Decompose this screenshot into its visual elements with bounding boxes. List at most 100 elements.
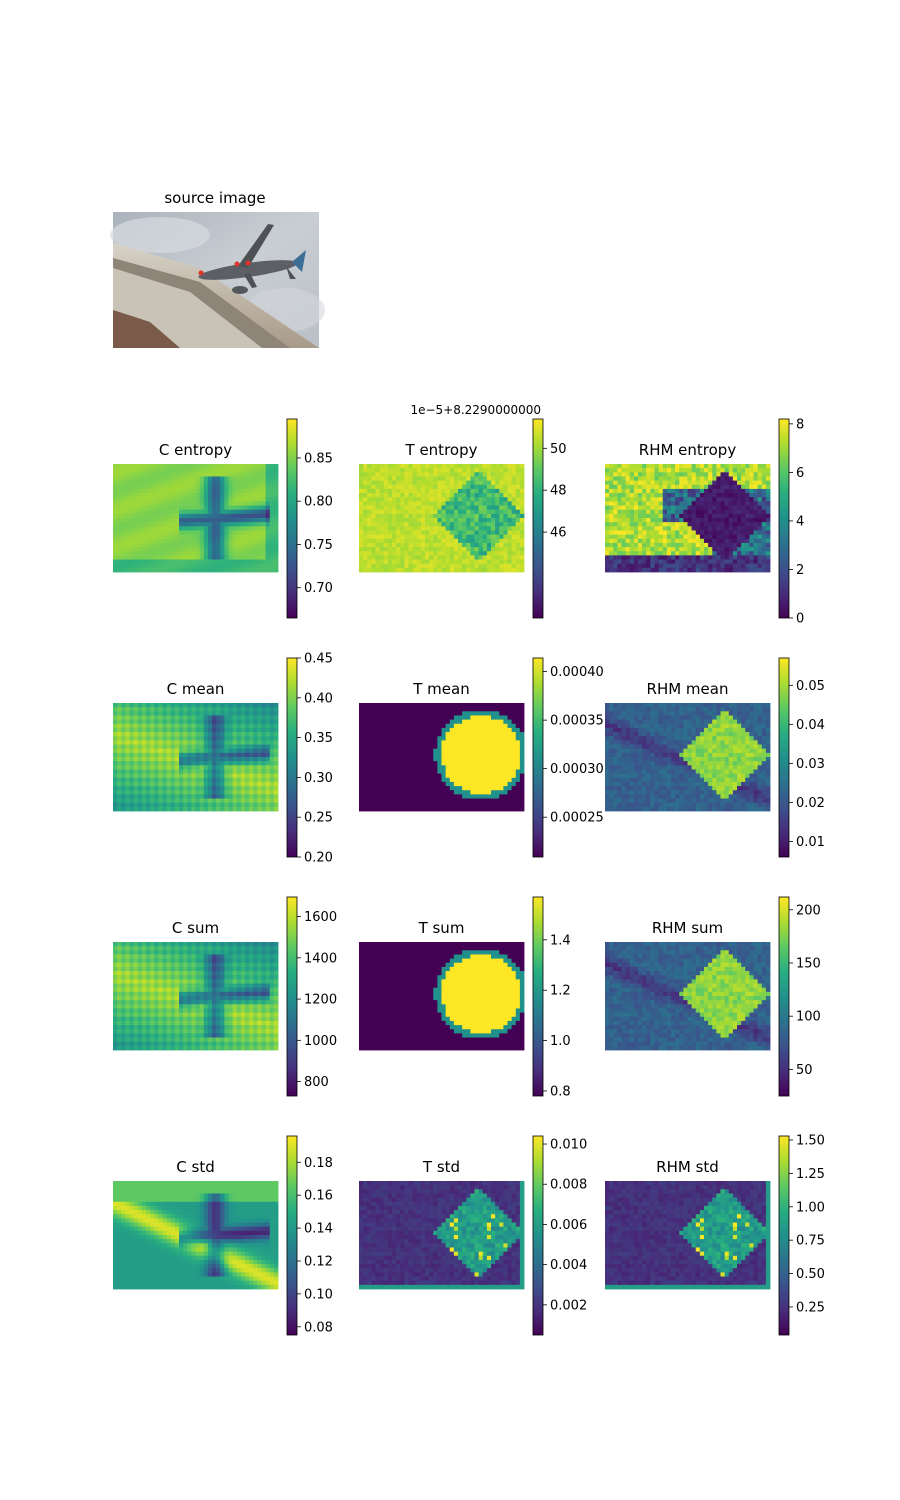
heatmap-cell <box>400 559 405 565</box>
heatmap-cell <box>174 567 180 573</box>
heatmap-cell <box>133 505 139 511</box>
heatmap-cell <box>203 723 209 729</box>
heatmap-cell <box>704 493 709 498</box>
heatmap-cell <box>683 534 688 540</box>
heatmap-cell <box>224 468 229 473</box>
heatmap-cell <box>199 711 205 716</box>
heatmap-cell <box>609 472 614 477</box>
heatmap-cell <box>728 538 734 544</box>
heatmap-cell <box>633 547 639 552</box>
heatmap-cell <box>253 547 258 552</box>
heatmap-cell <box>363 513 368 519</box>
heatmap-cell <box>265 505 271 511</box>
heatmap-cell <box>511 732 517 737</box>
heatmap-cell <box>141 488 147 494</box>
heatmap-cell <box>207 530 213 536</box>
heatmap-cell <box>170 464 176 469</box>
heatmap-cell <box>745 480 750 486</box>
heatmap-cell <box>613 518 618 523</box>
heatmap-cell <box>158 464 163 469</box>
heatmap-cell <box>515 505 521 511</box>
heatmap-cell <box>257 719 262 725</box>
heatmap-cell <box>503 732 508 737</box>
heatmap-cell <box>146 703 151 708</box>
heatmap-cell <box>158 526 163 531</box>
heatmap-cell <box>240 798 246 804</box>
heatmap-cell <box>695 501 701 506</box>
heatmap-cell <box>625 518 631 523</box>
heatmap-cell <box>379 547 385 552</box>
heatmap-cell <box>129 727 135 733</box>
heatmap-cell <box>166 530 172 536</box>
heatmap-cell <box>515 727 521 733</box>
heatmap-cell <box>191 505 196 511</box>
heatmap-cell <box>470 542 475 548</box>
heatmap-cell <box>245 773 250 779</box>
heatmap-cell <box>720 538 726 544</box>
heatmap-cell <box>470 740 475 745</box>
heatmap-cell <box>216 715 221 721</box>
heatmap-cell <box>174 777 180 783</box>
heatmap-cell <box>728 567 734 573</box>
heatmap-cell <box>133 707 139 712</box>
heatmap-cell <box>212 794 217 799</box>
heatmap-cell <box>174 501 180 506</box>
heatmap-cell <box>515 538 521 544</box>
heatmap-cell <box>207 732 213 737</box>
heatmap-cell <box>638 493 643 498</box>
heatmap-cell <box>404 526 409 531</box>
heatmap-cell <box>683 547 688 552</box>
heatmap-cell <box>191 534 196 540</box>
heatmap-cell <box>712 497 717 502</box>
heatmap-cell <box>232 736 238 741</box>
heatmap-cell <box>425 468 430 473</box>
heatmap-cell <box>133 513 139 519</box>
heatmap-cell <box>363 715 368 721</box>
heatmap-cell <box>400 501 405 506</box>
heatmap-cell <box>495 551 500 556</box>
heatmap-cell <box>392 555 397 560</box>
heatmap-cell <box>375 509 381 515</box>
heatmap-cell <box>129 723 135 729</box>
heatmap-cell <box>478 488 484 494</box>
heatmap-cell <box>732 522 738 527</box>
heatmap-cell <box>691 484 697 490</box>
heatmap-cell <box>183 563 188 569</box>
heatmap-cell <box>495 703 500 708</box>
heatmap-cell <box>679 530 684 536</box>
heatmap-cell <box>503 509 508 515</box>
heatmap-cell <box>458 769 463 775</box>
heatmap-cell <box>158 711 163 716</box>
heatmap-cell <box>474 559 480 565</box>
heatmap-cell <box>228 518 234 523</box>
heatmap-cell <box>638 518 643 523</box>
heatmap-cell <box>129 711 135 716</box>
heatmap-cell <box>478 509 484 515</box>
heatmap-cell <box>437 538 442 544</box>
heatmap-cell <box>371 567 376 573</box>
heatmap-cell <box>187 472 192 477</box>
heatmap-cell <box>121 719 126 725</box>
heatmap-cell <box>441 530 447 536</box>
heatmap-cell <box>724 551 730 556</box>
t-entropy-offset-label: 1e−5+8.2290000000 <box>410 403 541 417</box>
heatmap-cell <box>691 555 697 560</box>
heatmap-cell <box>199 715 205 721</box>
heatmap-cell <box>613 522 618 527</box>
heatmap-cell <box>191 798 196 804</box>
heatmap-cell <box>199 518 205 523</box>
heatmap-cell <box>737 530 742 536</box>
heatmap-cell <box>174 505 180 511</box>
heatmap-cell <box>486 773 492 779</box>
heatmap-cell <box>416 501 422 506</box>
heatmap-cell <box>170 790 176 795</box>
heatmap-cell <box>117 715 122 721</box>
heatmap-cell <box>708 538 713 544</box>
heatmap-cell <box>141 757 147 762</box>
heatmap-cell <box>166 505 172 511</box>
heatmap-cell <box>392 707 397 712</box>
heatmap-cell <box>166 555 172 560</box>
heatmap-cell <box>666 505 672 511</box>
heatmap-cell <box>761 547 767 552</box>
